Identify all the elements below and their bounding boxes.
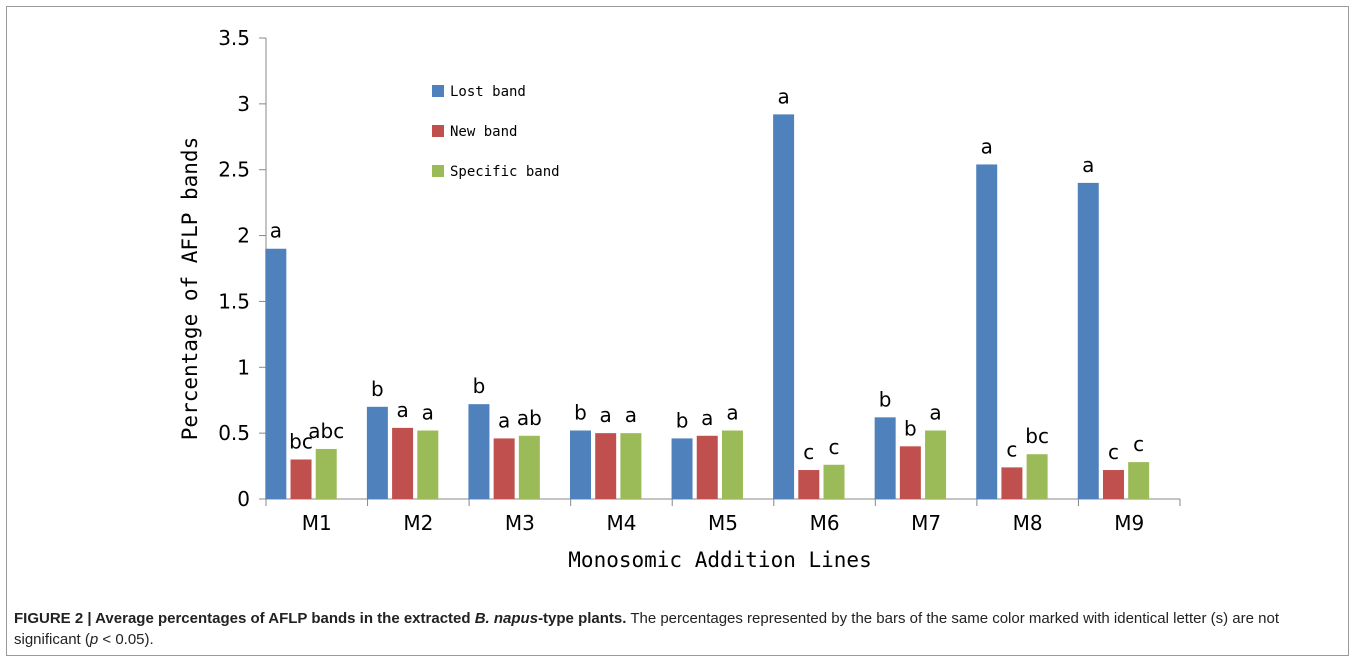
y-tick-label: 1 [237,355,250,379]
bar [696,435,718,499]
caption-body-pre: The percentages represented by the bars … [14,610,1279,648]
y-tick-label: 3.5 [218,26,250,50]
bar [1001,467,1023,499]
legend-label: New band [450,124,517,140]
y-tick-label: 3 [237,92,250,116]
x-axis-title: Monosomic Addition Lines [568,548,871,572]
bar [417,430,439,499]
significance-letter: a [396,398,408,422]
bar [1102,470,1124,499]
bar [874,417,896,499]
x-axis: M1 M2 M3 M4 M5 M6 M7 M8 M9 [265,498,1181,535]
significance-letter: abc [308,419,344,443]
bar [798,470,820,499]
bar [925,430,947,499]
significance-letter: a [422,401,434,425]
x-tick-label: M8 [1013,511,1043,535]
x-tick-label: M7 [911,511,941,535]
x-tick-label: M9 [1114,511,1144,535]
y-axis: 0 0.5 1 1.5 2 2.5 3 3.5 [218,26,267,511]
legend-label: Specific band [450,164,560,180]
legend-swatch [432,85,444,97]
x-tick-label: M6 [810,511,840,535]
significance-letter: a [270,219,282,243]
significance-letter: a [726,401,738,425]
figure-frame [6,6,1349,656]
significance-letter: b [371,377,384,401]
significance-letter: b [574,401,587,425]
significance-letter: a [1082,153,1094,177]
x-tick-label: M4 [606,511,636,535]
bar [518,435,540,499]
significance-letter: c [1006,437,1017,461]
bar [721,430,743,499]
bar [595,433,617,499]
significance-letter: a [701,406,713,430]
bar [671,438,693,499]
caption-label: FIGURE 2 | [14,610,96,627]
significance-letter: a [929,401,941,425]
caption-body-italic: p [89,631,99,648]
significance-letter: b [676,408,689,432]
bar-chart: 00.511.522.533.5 M1 M2 M3 M4 M5 M6 M7 M8 M9 ab bb… [178,26,1181,572]
x-tick-label: M1 [302,511,332,535]
legend-swatch [432,125,444,137]
significance-letter: bc [289,429,313,453]
y-axis-title: Percentage of AFLP bands [178,137,202,440]
caption-title-italic: B. napus [474,610,539,627]
bar [468,404,490,499]
bar-marks [265,114,1150,499]
significance-letter: c [829,435,840,459]
y-tick-label: 0.5 [218,421,250,445]
significance-letter: a [625,403,637,427]
bar [1077,182,1099,499]
legend-label: Lost band [450,84,526,100]
y-tick-label: 2.5 [218,158,250,182]
bar [569,430,591,499]
bar [366,406,388,499]
significance-letter: bc [1025,424,1049,448]
figure-caption: FIGURE 2 | Average percentages of AFLP b… [14,608,1339,650]
significance-letter: c [1108,440,1119,464]
significance-letter: c [1133,432,1144,456]
bar [493,438,515,499]
significance-letter: a [498,408,510,432]
legend-swatch [432,165,444,177]
caption-title-pre: Average percentages of AFLP bands in the… [95,610,475,627]
significance-letter: a [777,84,789,108]
x-tick-label: M3 [505,511,535,535]
bar [1026,454,1048,499]
bar [823,464,845,499]
x-tick-label: M2 [403,511,433,535]
x-tick-label: M5 [708,511,738,535]
legend: Lost band New band Specific band [432,84,560,180]
y-tick-label: 2 [237,224,250,248]
bar [899,446,921,499]
bar [290,459,312,499]
y-tick-label: 1.5 [218,289,250,313]
significance-letter: b [879,387,892,411]
bar [392,427,414,499]
bar [976,164,998,499]
significance-letter: ab [517,406,542,430]
caption-body-post: < 0.05). [98,631,154,648]
bar [620,433,642,499]
bar [265,248,287,499]
significance-letter: b [904,416,917,440]
bar [315,448,337,499]
bar [773,114,795,499]
bar [1128,462,1150,499]
caption-title-post: -type plants. [538,610,627,627]
y-tick-label: 0 [237,487,250,511]
significance-letter: c [803,440,814,464]
significance-letter: a [600,403,612,427]
significance-letter: b [473,374,486,398]
significance-letter: a [981,134,993,158]
